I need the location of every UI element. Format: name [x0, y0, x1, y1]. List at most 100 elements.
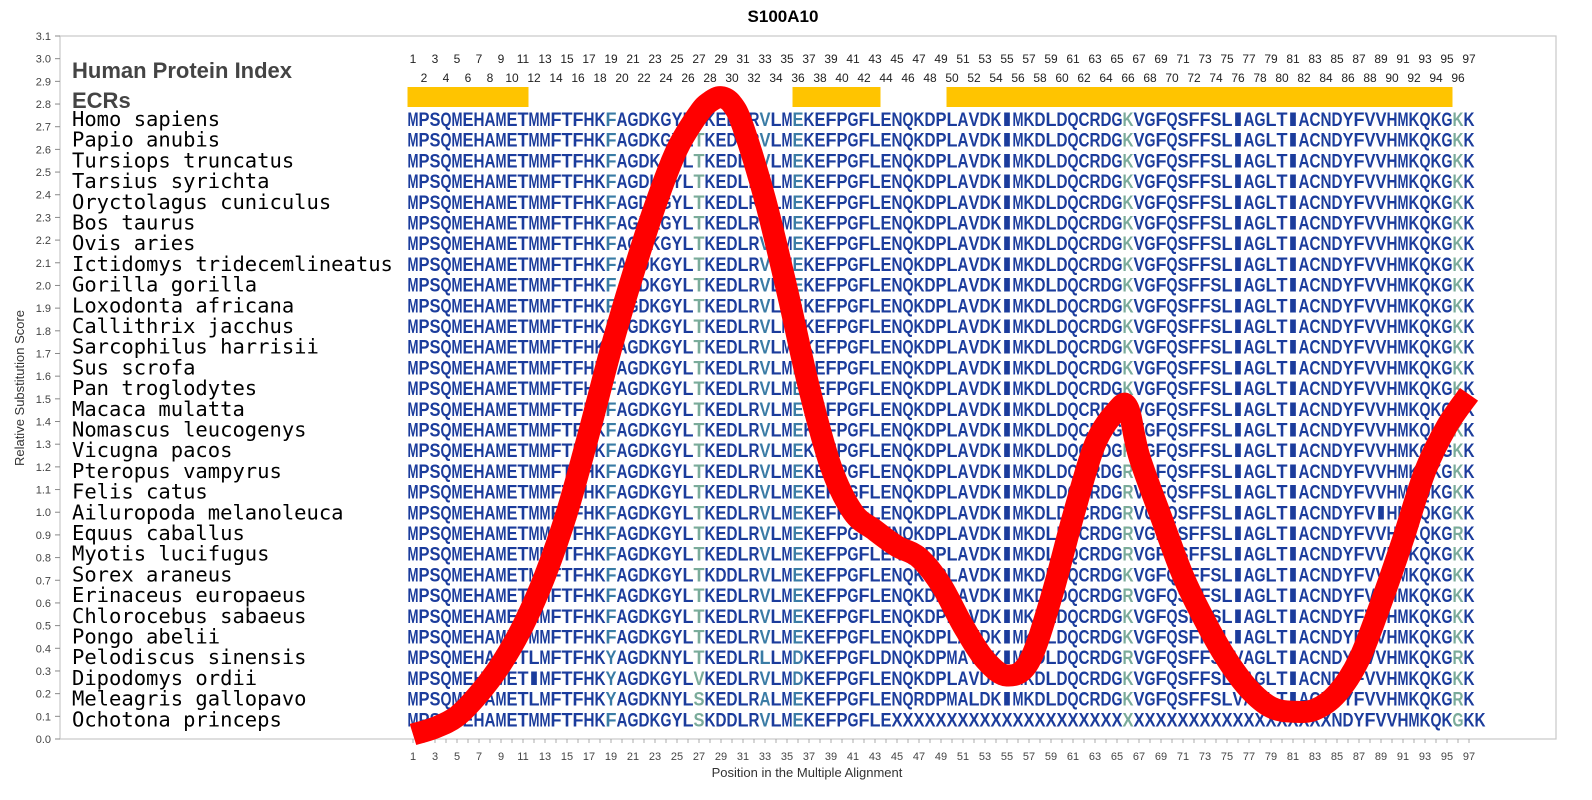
- residue: E: [716, 379, 727, 400]
- residue: S: [1178, 628, 1189, 649]
- residue: Q: [1167, 483, 1178, 504]
- residue: D: [727, 317, 738, 338]
- residue: D: [980, 483, 991, 504]
- residue: A: [485, 690, 496, 711]
- residue: C: [1310, 193, 1321, 214]
- residue: D: [1057, 151, 1068, 172]
- residue: Q: [903, 648, 914, 669]
- residue: M: [947, 648, 958, 669]
- residue: L: [1222, 214, 1233, 235]
- residue: Y: [672, 628, 683, 649]
- residue: S: [430, 110, 441, 131]
- residue: M: [529, 503, 540, 524]
- residue: H: [474, 296, 485, 317]
- residue: D: [925, 151, 936, 172]
- residue: L: [683, 234, 694, 255]
- x-tick-label: 97: [1463, 751, 1475, 763]
- residue: P: [936, 421, 947, 442]
- residue: H: [1387, 462, 1398, 483]
- residue: K: [1453, 214, 1464, 235]
- residue: I: [1002, 379, 1013, 400]
- residue: G: [1145, 648, 1156, 669]
- residue: G: [1145, 193, 1156, 214]
- residue: Q: [1068, 462, 1079, 483]
- residue: E: [716, 255, 727, 276]
- residue: L: [947, 441, 958, 462]
- residue: T: [694, 545, 705, 566]
- residue: A: [1299, 462, 1310, 483]
- residue: M: [408, 379, 419, 400]
- residue: G: [661, 565, 672, 586]
- residue: D: [1057, 421, 1068, 442]
- residue: F: [826, 379, 837, 400]
- residue: M: [496, 214, 507, 235]
- residue: A: [1299, 648, 1310, 669]
- residue: G: [1112, 296, 1123, 317]
- residue: F: [1200, 296, 1211, 317]
- residue: G: [1442, 358, 1453, 379]
- residue: Y: [672, 379, 683, 400]
- residue: S: [1211, 441, 1222, 462]
- residue: M: [1013, 151, 1024, 172]
- residue: P: [936, 234, 947, 255]
- residue: F: [1189, 545, 1200, 566]
- residue: A: [1299, 565, 1310, 586]
- residue: G: [1145, 421, 1156, 442]
- residue: K: [1453, 421, 1464, 442]
- residue: P: [419, 234, 430, 255]
- residue: N: [1321, 607, 1332, 628]
- index-number-odd: 57: [1022, 52, 1036, 66]
- residue: P: [936, 193, 947, 214]
- residue: R: [1090, 358, 1101, 379]
- residue: F: [551, 400, 562, 421]
- residue: K: [1464, 193, 1475, 214]
- index-number-even: 8: [487, 71, 494, 85]
- residue: K: [1464, 317, 1475, 338]
- residue: K: [991, 607, 1002, 628]
- residue: A: [1299, 379, 1310, 400]
- residue: G: [661, 628, 672, 649]
- residue: Q: [1167, 421, 1178, 442]
- residue: I: [1002, 545, 1013, 566]
- residue: F: [551, 172, 562, 193]
- residue: K: [1475, 710, 1486, 731]
- residue: L: [1266, 358, 1277, 379]
- species-name: Felis catus: [72, 480, 208, 504]
- residue: V: [760, 317, 771, 338]
- residue: P: [419, 483, 430, 504]
- residue: H: [474, 586, 485, 607]
- residue: H: [584, 483, 595, 504]
- residue: L: [947, 400, 958, 421]
- residue: K: [1453, 317, 1464, 338]
- residue: F: [1189, 151, 1200, 172]
- residue: D: [639, 483, 650, 504]
- residue: L: [1266, 317, 1277, 338]
- index-number-even: 10: [505, 71, 519, 85]
- species-name: Pongo abelii: [72, 625, 220, 649]
- residue: M: [782, 421, 793, 442]
- residue: K: [991, 234, 1002, 255]
- residue: I: [1288, 607, 1299, 628]
- residue: A: [958, 151, 969, 172]
- residue: F: [1156, 379, 1167, 400]
- residue: G: [628, 648, 639, 669]
- residue: P: [837, 131, 848, 152]
- residue: V: [1376, 648, 1387, 669]
- residue: I: [1288, 110, 1299, 131]
- residue: Y: [1343, 690, 1354, 711]
- residue: R: [749, 710, 760, 731]
- y-tick-label: 2.0: [36, 280, 51, 292]
- residue: K: [1123, 255, 1134, 276]
- residue: E: [793, 110, 804, 131]
- residue: Q: [1068, 110, 1079, 131]
- residue: E: [793, 255, 804, 276]
- residue: K: [595, 648, 606, 669]
- species-name: Gorilla gorilla: [72, 273, 257, 297]
- residue: S: [1178, 669, 1189, 690]
- residue: A: [1299, 400, 1310, 421]
- residue: H: [474, 628, 485, 649]
- residue: K: [1453, 565, 1464, 586]
- residue: E: [716, 628, 727, 649]
